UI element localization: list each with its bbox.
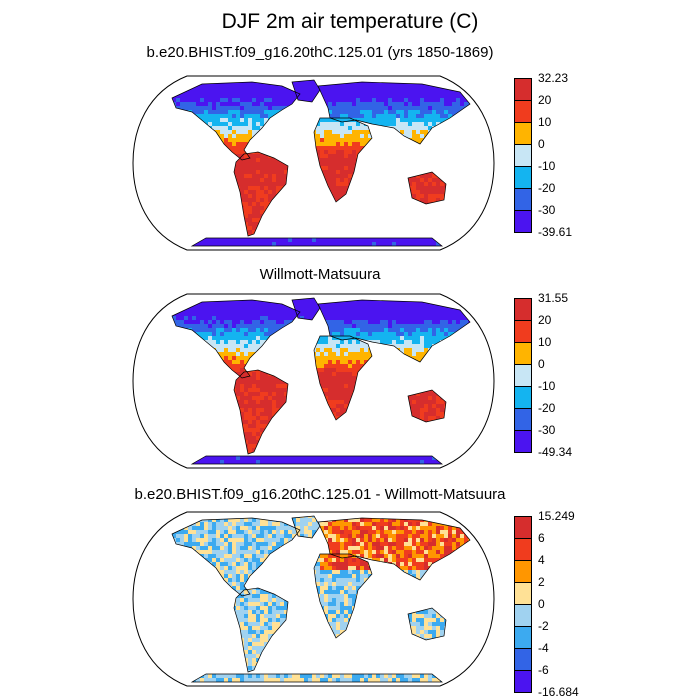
colorbar-label: 32.23	[538, 71, 569, 85]
colorbar-label: -49.34	[538, 445, 573, 459]
colorbar-label: 10	[538, 335, 552, 349]
colorbar-label: -2	[538, 619, 549, 633]
colorbar-box	[514, 100, 532, 123]
colorbar-label: 20	[538, 93, 552, 107]
colorbar-label: 15.249	[538, 509, 575, 523]
colorbar-box	[514, 538, 532, 561]
colorbar-label: -39.61	[538, 225, 573, 239]
colorbar-box	[514, 210, 532, 233]
panel-1-title: b.e20.BHIST.f09_g16.20thC.125.01 (yrs 18…	[146, 44, 494, 61]
colorbar-label: -20	[538, 401, 556, 415]
colorbar-label: 0	[538, 597, 545, 611]
colorbar-box	[514, 430, 532, 453]
panel-1-map	[132, 75, 495, 251]
colorbar-label: 4	[538, 553, 545, 567]
colorbar-box	[514, 604, 532, 627]
panel-2-map	[132, 293, 495, 469]
colorbar-label: -30	[538, 203, 556, 217]
colorbar-box	[514, 188, 532, 211]
panel-3-map	[132, 511, 495, 687]
colorbar-box	[514, 166, 532, 189]
colorbar-box	[514, 342, 532, 365]
colorbar-box	[514, 648, 532, 671]
colorbar-box	[514, 144, 532, 167]
colorbar-label: -30	[538, 423, 556, 437]
colorbar-box	[514, 386, 532, 409]
panel-3-title: b.e20.BHIST.f09_g16.20thC.125.01 - Willm…	[134, 486, 506, 503]
colorbar-box	[514, 298, 532, 321]
colorbar-label: 6	[538, 531, 545, 545]
colorbar-box	[514, 320, 532, 343]
colorbar-box	[514, 516, 532, 539]
colorbar-label: 20	[538, 313, 552, 327]
colorbar-label: -20	[538, 181, 556, 195]
colorbar-label: -10	[538, 159, 556, 173]
colorbar-label: 10	[538, 115, 552, 129]
colorbar-box	[514, 408, 532, 431]
colorbar-box	[514, 364, 532, 387]
panel-2-title: Willmott-Matsuura	[259, 266, 381, 283]
colorbar-label: -16.684	[538, 685, 579, 699]
colorbar-box	[514, 670, 532, 693]
colorbar-box	[514, 582, 532, 605]
colorbar-box	[514, 78, 532, 101]
colorbar-label: 31.55	[538, 291, 569, 305]
colorbar-label: -10	[538, 379, 556, 393]
colorbar-label: -6	[538, 663, 549, 677]
figure-title: DJF 2m air temperature (C)	[221, 10, 479, 33]
colorbar-label: 0	[538, 357, 545, 371]
colorbar-label: 0	[538, 137, 545, 151]
colorbar-box	[514, 560, 532, 583]
colorbar-box	[514, 122, 532, 145]
colorbar-label: 2	[538, 575, 545, 589]
colorbar-label: -4	[538, 641, 549, 655]
colorbar-box	[514, 626, 532, 649]
